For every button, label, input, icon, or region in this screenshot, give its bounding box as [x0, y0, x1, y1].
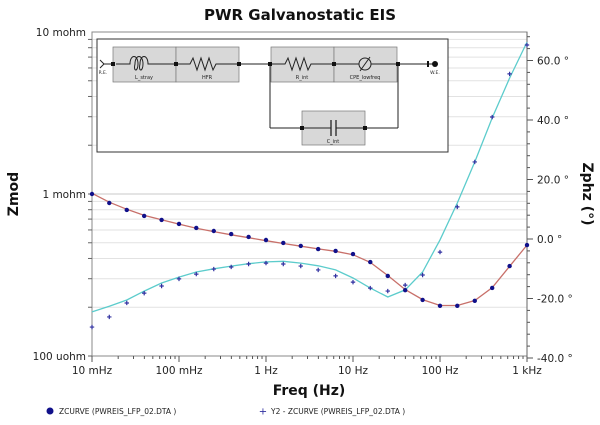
zmod-point: [368, 259, 373, 265]
zmod-point: [194, 225, 199, 231]
zmod-point: [472, 298, 477, 304]
zphz-point: [211, 266, 216, 272]
zmod-point: [350, 251, 356, 257]
circuit-element-cpe-lowfreq: CPE_lowfreq: [333, 46, 398, 83]
zmod-point: [107, 200, 112, 206]
zmod-point: [228, 231, 234, 237]
equivalent-circuit-diagram: L_stray HFR R_int CPE_lowfreq C_int: [96, 38, 449, 153]
zmod-point: [246, 234, 251, 240]
zmod-point: [89, 191, 95, 197]
y2-tick-label: 40.0 °: [537, 115, 569, 127]
zmod-point: [507, 263, 512, 269]
svg-text:HFR: HFR: [202, 75, 213, 81]
legend-dot-icon: [46, 407, 54, 415]
legend-plus-icon: +: [259, 407, 267, 418]
svg-text:W.E.: W.E.: [430, 70, 440, 76]
zmod-point: [176, 221, 182, 227]
svg-text:L_stray: L_stray: [135, 75, 153, 81]
zphz-point: [472, 159, 477, 165]
zphz-point: [89, 324, 95, 330]
zmod-point: [402, 287, 408, 293]
inductor-icon: [116, 56, 174, 71]
zphz-point: [315, 267, 321, 273]
chart-title: PWR Galvanostatic EIS: [204, 6, 396, 24]
data-series: [89, 41, 530, 330]
circuit-element-hfr: HFR: [175, 46, 240, 83]
zphz-point: [246, 261, 251, 267]
circuit-element-r-int: R_int: [270, 46, 335, 83]
zphz-point: [263, 260, 269, 266]
zmod-point: [281, 240, 286, 246]
zphz-point: [368, 285, 373, 291]
zphz-point: [281, 261, 286, 267]
x-tick-label: 100 Hz: [422, 365, 459, 377]
y2-axis-label: Zphz (°): [579, 163, 595, 226]
axes: 10 mHz 100 mHz 1 Hz 10 Hz 100 Hz 1 kHz 10 mohm…: [33, 27, 573, 377]
zphz-point: [176, 276, 182, 282]
zphz-point: [350, 279, 356, 285]
zmod-point: [298, 243, 303, 249]
zphz-point: [228, 264, 234, 270]
resistor-icon: [176, 56, 239, 72]
zmod-point: [385, 273, 390, 279]
x-tick-label: 1 kHz: [512, 365, 542, 377]
zphz-point: [298, 263, 303, 269]
legend-label: Y2 - ZCURVE (PWREIS_LFP_02.DTA ): [270, 407, 405, 416]
zphz-point: [402, 282, 408, 288]
y-tick-label: 1 mohm: [42, 189, 86, 201]
zphz-point: [455, 204, 460, 210]
legend-label: ZCURVE (PWREIS_LFP_02.DTA ): [59, 407, 176, 416]
zphz-point: [194, 271, 199, 277]
y2-tick-label: -20.0 °: [537, 294, 573, 306]
x-tick-label: 1 Hz: [254, 365, 278, 377]
zmod-point: [333, 248, 338, 254]
zphz-point: [437, 249, 443, 255]
y-tick-label: 100 uohm: [33, 351, 86, 363]
y-tick-label: 10 mohm: [36, 27, 86, 39]
y2-tick-label: -40.0 °: [537, 353, 573, 365]
zphz-point: [141, 290, 147, 296]
reference-electrode-icon: [99, 59, 105, 69]
zmod-point: [315, 246, 321, 252]
zphz-point: [420, 272, 425, 278]
svg-text:C_int: C_int: [327, 139, 340, 145]
zphz-point: [489, 114, 495, 120]
zmod-point: [420, 297, 425, 303]
working-electrode-icon: [432, 61, 438, 67]
zphz-point: [159, 283, 164, 289]
x-tick-label: 10 mHz: [72, 365, 113, 377]
circuit-element-c-int: C_int: [301, 110, 366, 146]
x-tick-label: 10 Hz: [338, 365, 369, 377]
zphz-point: [507, 71, 512, 77]
y2-tick-label: 60.0 °: [537, 56, 569, 68]
zmod-point: [159, 217, 164, 223]
resistor-icon: [271, 56, 334, 72]
y2-tick-label: 0.0 °: [537, 234, 562, 246]
zphz-point: [124, 300, 129, 306]
svg-text:CPE_lowfreq: CPE_lowfreq: [350, 75, 381, 81]
zmod-point: [211, 228, 216, 234]
circuit-element-l-stray: L_stray: [112, 46, 177, 83]
x-axis-label: Freq (Hz): [273, 383, 346, 399]
zphz-point: [333, 273, 338, 279]
zmod-fit-line: [91, 192, 528, 307]
zphz-point: [385, 288, 390, 294]
y2-tick-label: 20.0 °: [537, 175, 569, 187]
zmod-point: [263, 237, 269, 243]
x-tick-label: 100 mHz: [155, 365, 203, 377]
legend: ZCURVE (PWREIS_LFP_02.DTA ) + Y2 - ZCURV…: [46, 407, 405, 418]
zmod-point: [455, 303, 460, 309]
zmod-point: [524, 242, 530, 248]
zphz-point: [107, 314, 112, 320]
zmod-point: [141, 213, 147, 219]
svg-text:R_int: R_int: [296, 75, 309, 81]
zmod-point: [124, 207, 129, 213]
zphz-point: [524, 42, 530, 48]
zphz-fit-line: [91, 41, 528, 313]
y-axis-label: Zmod: [6, 172, 22, 216]
zmod-point: [437, 303, 443, 309]
svg-text:R.E.: R.E.: [99, 70, 108, 76]
zmod-point: [489, 285, 495, 291]
